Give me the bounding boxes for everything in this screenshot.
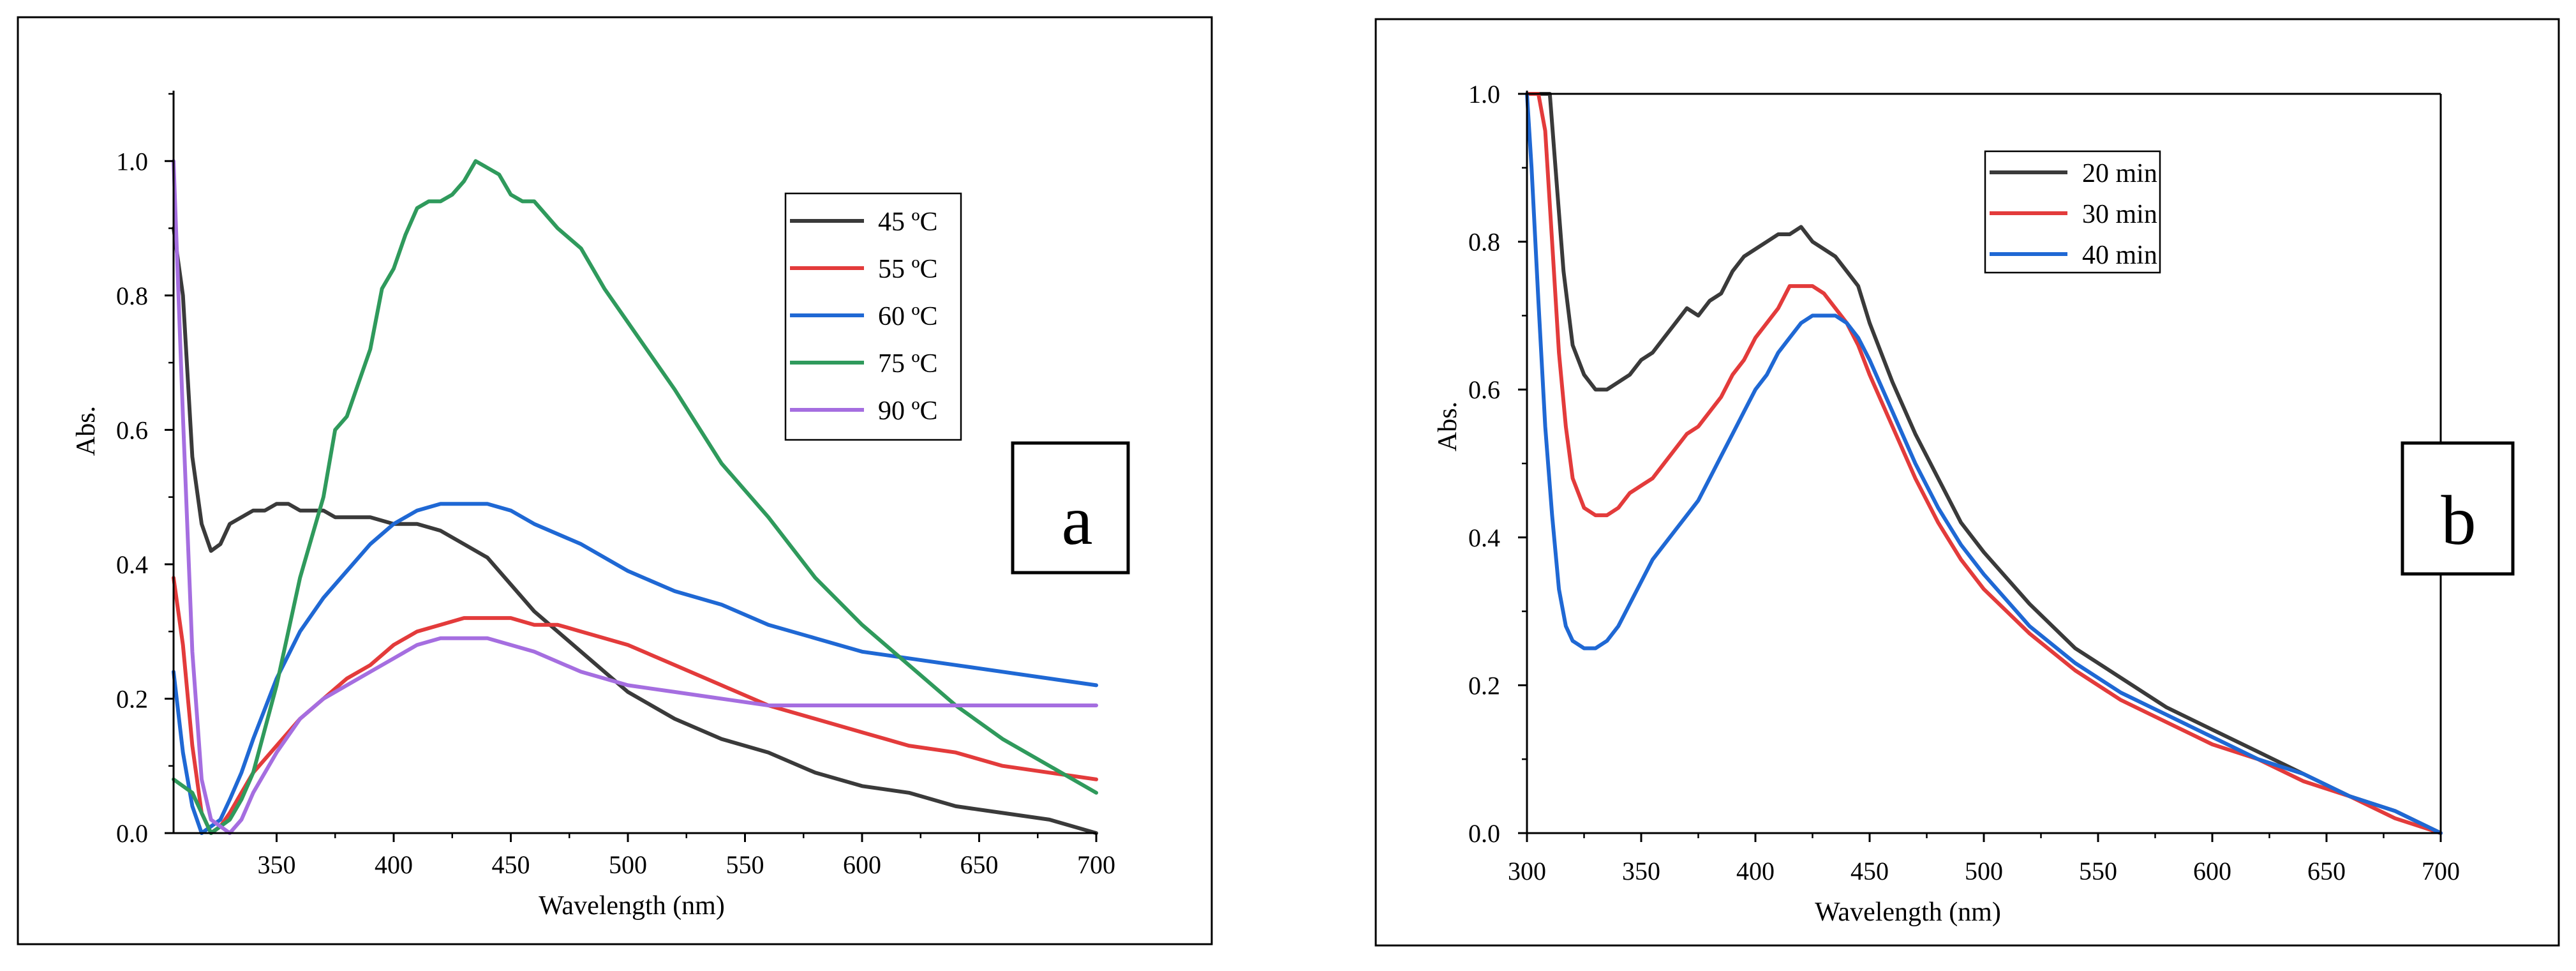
legend-label-b-0: 20 min [2082, 159, 2157, 188]
y-tick-label-a-0: 0.0 [116, 819, 148, 848]
panel-label-b: b [2441, 481, 2476, 559]
legend-label-a-0: 45 ºC [878, 207, 938, 237]
plot-area-b [1525, 92, 2443, 835]
series-line-a-4 [172, 159, 1098, 835]
legend-a: 45 ºC 55 ºC 60 ºC 75 ºC 90 ºC [784, 192, 962, 441]
series-line-b-0 [1525, 92, 2443, 835]
y-axis-title-a: Abs. [71, 406, 101, 456]
panel-a-frame [17, 16, 1213, 945]
y-tick-label-b-1: 0.2 [1468, 671, 1500, 700]
x-tick-label-b-7: 650 [2307, 857, 2346, 885]
series-line-a-3 [172, 159, 1098, 835]
axis-ticks-b: 300 350 400 450 500 550 600 650 700 0.0 0.2 0.4 0.6 0… [1468, 80, 2460, 885]
panel-label-box-b [2401, 441, 2515, 576]
x-tick-label-a-3: 500 [609, 850, 647, 879]
legend-label-a-1: 55 ºC [878, 255, 938, 284]
panel-label-a: a [1062, 481, 1093, 559]
y-tick-label-a-5: 1.0 [116, 147, 148, 176]
legend-label-b-2: 40 min [2082, 241, 2157, 270]
series-line-b-1 [1525, 92, 2443, 835]
x-tick-label-b-0: 300 [1508, 857, 1546, 885]
chart-panel-a: 350 400 450 500 550 600 650 700 0.0 0.2 0.4 0.6 0.8 1… [17, 16, 1213, 945]
x-tick-label-b-6: 600 [2193, 857, 2231, 885]
x-tick-label-b-1: 350 [1622, 857, 1660, 885]
x-tick-label-b-5: 550 [2079, 857, 2117, 885]
x-axis-title-a: Wavelength (nm) [539, 891, 725, 921]
legend-b: 20 min 30 min 40 min [1984, 150, 2161, 274]
x-tick-label-b-3: 450 [1850, 857, 1889, 885]
y-tick-label-a-1: 0.2 [116, 684, 148, 713]
panel-label-box-a [1011, 441, 1130, 575]
series-line-a-1 [172, 576, 1098, 835]
y-tick-label-b-4: 0.8 [1468, 228, 1500, 257]
x-tick-label-a-1: 400 [375, 850, 413, 879]
legend-label-a-4: 90 ºC [878, 396, 938, 426]
series-line-b-2 [1525, 92, 2443, 835]
plot-area-a [172, 159, 1098, 835]
series-line-a-2 [172, 502, 1098, 835]
x-tick-label-a-2: 450 [491, 850, 530, 879]
x-tick-label-a-5: 600 [843, 850, 881, 879]
y-tick-label-b-2: 0.4 [1468, 523, 1500, 552]
legend-label-a-3: 75 ºC [878, 349, 938, 379]
y-tick-label-a-3: 0.6 [116, 416, 148, 444]
y-tick-label-a-4: 0.8 [116, 282, 148, 310]
x-tick-label-b-8: 700 [2422, 857, 2460, 885]
legend-label-a-2: 60 ºC [878, 302, 938, 331]
y-tick-label-a-2: 0.4 [116, 550, 148, 579]
y-axis-title-b: Abs. [1433, 402, 1463, 451]
x-tick-label-a-4: 550 [726, 850, 764, 879]
legend-label-b-1: 30 min [2082, 200, 2157, 229]
axis-ticks-a: 350 400 450 500 550 600 650 700 0.0 0.2 0.4 0.6 0.8 1… [116, 91, 1115, 879]
y-tick-label-b-0: 0.0 [1468, 819, 1500, 848]
x-tick-label-a-7: 700 [1077, 850, 1115, 879]
x-tick-label-b-4: 500 [1965, 857, 2003, 885]
x-axis-title-b: Wavelength (nm) [1815, 898, 2001, 927]
y-tick-label-b-5: 1.0 [1468, 80, 1500, 109]
y-tick-label-b-3: 0.6 [1468, 375, 1500, 404]
x-tick-label-a-6: 650 [960, 850, 998, 879]
x-tick-label-b-2: 400 [1736, 857, 1775, 885]
x-tick-label-a-0: 350 [257, 850, 295, 879]
chart-panel-b: 300 350 400 450 500 550 600 650 700 0.0 0.2 0.4 0.6 0… [1374, 18, 2560, 947]
panel-b-frame [1374, 18, 2560, 947]
